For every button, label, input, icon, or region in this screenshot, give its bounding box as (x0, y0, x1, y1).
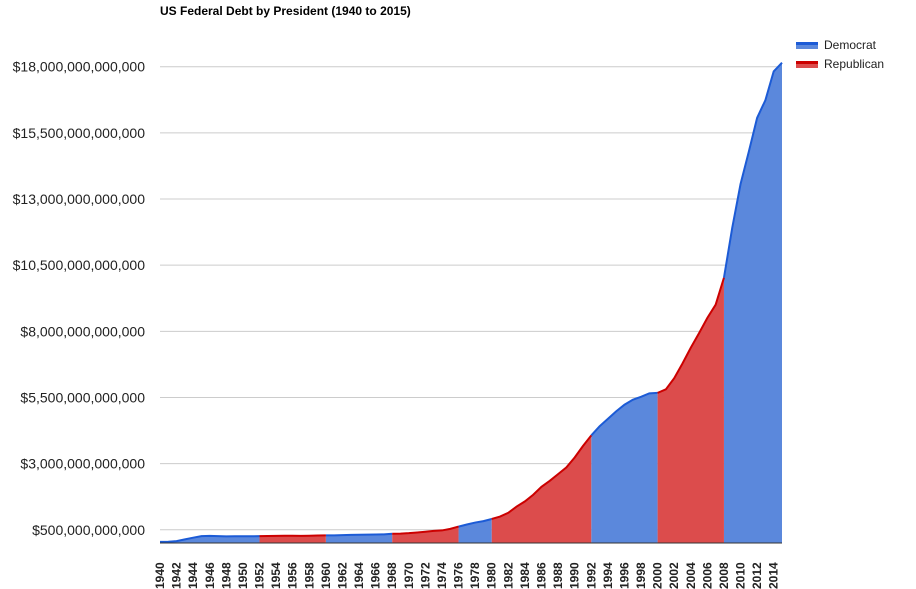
x-tick-label: 1946 (203, 562, 217, 589)
x-tick-label: 1948 (219, 562, 233, 589)
x-tick-label: 2002 (667, 562, 681, 589)
x-tick-label: 1984 (518, 562, 532, 589)
y-tick-label: $15,500,000,000,000 (13, 125, 146, 141)
x-tick-label: 2012 (750, 562, 764, 589)
x-tick-label: 1986 (534, 562, 548, 589)
x-tick-label: 1956 (286, 562, 300, 589)
democrat-area (591, 392, 658, 543)
democrat-swatch-icon (796, 41, 818, 49)
y-tick-label: $500,000,000,000 (32, 522, 145, 538)
x-tick-label: 2008 (717, 562, 731, 589)
republican-swatch-icon (796, 60, 818, 68)
x-tick-label: 1970 (402, 562, 416, 589)
x-tick-label: 2010 (734, 562, 748, 589)
x-tick-label: 1996 (617, 562, 631, 589)
x-tick-label: 2004 (684, 562, 698, 589)
x-tick-label: 1952 (253, 562, 267, 589)
y-tick-label: $3,000,000,000,000 (20, 456, 145, 472)
legend-item-republican[interactable]: Republican (796, 57, 884, 71)
republican-line (657, 277, 725, 394)
republican-line (491, 434, 593, 520)
x-tick-label: 1968 (385, 562, 399, 589)
x-tick-label: 2014 (767, 562, 781, 589)
republican-line (259, 534, 326, 538)
x-tick-label: 1988 (551, 562, 565, 589)
democrat-line (590, 391, 658, 437)
x-tick-label: 1940 (153, 562, 167, 589)
x-tick-label: 2006 (700, 562, 714, 589)
x-tick-label: 1962 (335, 562, 349, 589)
y-tick-label: $13,000,000,000,000 (13, 191, 146, 207)
x-tick-label: 1998 (634, 562, 648, 589)
x-tick-label: 2000 (651, 562, 665, 589)
x-tick-label: 1960 (319, 562, 333, 589)
democrat-area (723, 62, 782, 543)
x-tick-label: 1976 (452, 562, 466, 589)
republican-area (657, 277, 724, 543)
x-tick-label: 1944 (186, 562, 200, 589)
x-tick-label: 1974 (435, 562, 449, 589)
democrat-area (160, 535, 260, 543)
x-tick-label: 1980 (485, 562, 499, 589)
y-tick-label: $18,000,000,000,000 (13, 59, 146, 75)
y-tick-label: $5,500,000,000,000 (20, 389, 145, 405)
legend-label-republican: Republican (824, 57, 885, 71)
x-tick-label: 1982 (501, 562, 515, 589)
chart-title: US Federal Debt by President (1940 to 20… (160, 4, 411, 18)
x-tick-label: 1992 (584, 562, 598, 589)
x-tick-label: 1964 (352, 562, 366, 589)
republican-line (392, 525, 459, 535)
democrat-line (458, 518, 492, 528)
x-tick-label: 1942 (170, 562, 184, 589)
x-tick-label: 1994 (601, 562, 615, 589)
x-tick-label: 1972 (418, 562, 432, 589)
legend-label-democrat: Democrat (824, 38, 877, 52)
y-tick-label: $10,500,000,000,000 (13, 257, 146, 273)
x-tick-label: 1978 (468, 562, 482, 589)
x-tick-label: 1966 (369, 562, 383, 589)
republican-area (491, 435, 592, 543)
x-tick-label: 1950 (236, 562, 250, 589)
x-tick-label: 1954 (269, 562, 283, 589)
republican-area (259, 535, 326, 543)
democrat-line (159, 534, 260, 543)
democrat-line (325, 532, 393, 537)
legend-item-democrat[interactable]: Democrat (796, 38, 876, 52)
y-tick-label: $8,000,000,000,000 (20, 323, 145, 339)
democrat-line (722, 62, 783, 278)
x-tick-label: 1958 (302, 562, 316, 589)
x-tick-label: 1990 (568, 562, 582, 589)
